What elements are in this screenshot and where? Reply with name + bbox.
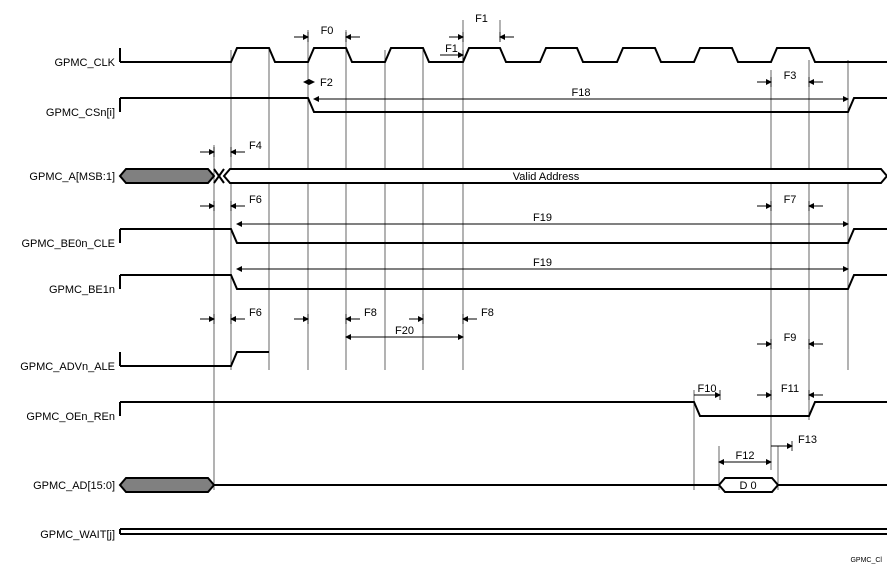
- signal-label: GPMC_WAIT[j]: [40, 529, 115, 541]
- svg-text:F12: F12: [736, 450, 755, 462]
- svg-text:F19: F19: [533, 212, 552, 224]
- signal-label: GPMC_BE1n: [49, 284, 115, 296]
- svg-text:F1: F1: [475, 13, 488, 25]
- svg-text:F6: F6: [249, 194, 262, 206]
- signal-label: GPMC_BE0n_CLE: [21, 238, 115, 250]
- svg-text:F2: F2: [320, 77, 333, 89]
- footer-label: GPMC_Cl: [850, 557, 882, 564]
- svg-text:F11: F11: [781, 383, 799, 395]
- svg-text:Valid Address: Valid Address: [513, 171, 580, 183]
- timing-diagram: GPMC_CLK GPMC_CSn[i] GPMC_A[MSB:1] Valid Ad…: [0, 0, 887, 567]
- svg-text:F7: F7: [784, 194, 797, 206]
- svg-text:F6: F6: [249, 307, 262, 319]
- signal-label: GPMC_A[MSB:1]: [29, 171, 115, 183]
- svg-text:F3: F3: [784, 70, 797, 82]
- svg-text:F8: F8: [481, 307, 494, 319]
- signal-label: GPMC_CSn[i]: [46, 107, 115, 119]
- svg-text:F8: F8: [364, 307, 377, 319]
- svg-text:F9: F9: [784, 332, 797, 344]
- svg-text:F1: F1: [445, 43, 458, 55]
- svg-text:F10: F10: [698, 383, 717, 395]
- signal-label: GPMC_OEn_REn: [26, 411, 115, 423]
- svg-text:F4: F4: [249, 140, 262, 152]
- svg-text:F18: F18: [572, 87, 591, 99]
- signal-label: GPMC_CLK: [54, 57, 115, 69]
- svg-text:F19: F19: [533, 257, 552, 269]
- svg-text:D 0: D 0: [739, 480, 756, 492]
- svg-text:F13: F13: [798, 434, 817, 446]
- svg-text:F0: F0: [321, 25, 334, 37]
- signal-label: GPMC_AD[15:0]: [33, 480, 115, 492]
- signal-label: GPMC_ADVn_ALE: [20, 361, 115, 373]
- svg-text:F20: F20: [395, 325, 414, 337]
